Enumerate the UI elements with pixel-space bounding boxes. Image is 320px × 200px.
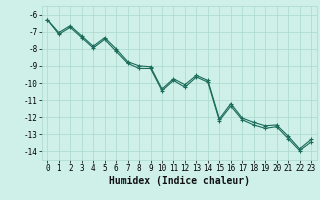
X-axis label: Humidex (Indice chaleur): Humidex (Indice chaleur): [109, 176, 250, 186]
